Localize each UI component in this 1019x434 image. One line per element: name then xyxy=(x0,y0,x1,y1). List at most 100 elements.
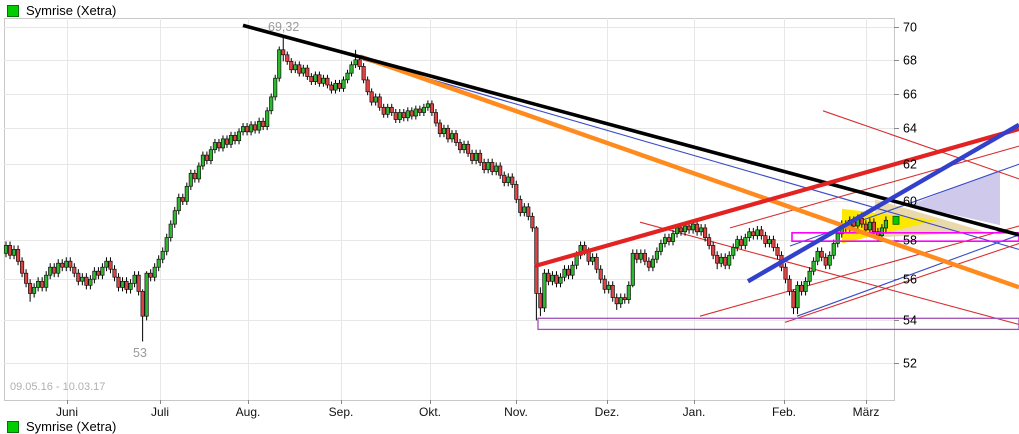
candle-down xyxy=(60,262,65,268)
candle-down xyxy=(357,59,362,67)
chart-title: Symrise (Xetra) xyxy=(26,3,117,18)
candle-up xyxy=(373,96,378,103)
candle-up xyxy=(767,239,772,244)
candle-down xyxy=(554,274,559,284)
candle-up xyxy=(650,258,655,268)
candle-down xyxy=(377,96,382,108)
candle-up xyxy=(449,133,455,140)
candle-up xyxy=(883,219,888,229)
candle-up xyxy=(341,79,346,89)
candle-down xyxy=(634,252,639,260)
y-axis-label: 66 xyxy=(903,88,917,102)
candle-up xyxy=(867,221,872,231)
candle-up xyxy=(120,280,125,288)
candle-down xyxy=(775,247,780,256)
candle-up xyxy=(522,206,527,213)
candle-down xyxy=(538,293,543,309)
candle-up xyxy=(506,176,511,183)
candle-up xyxy=(803,280,808,292)
candle-down xyxy=(289,61,294,71)
candle-up xyxy=(48,266,53,276)
chart-legend[interactable]: Symrise (Xetra) xyxy=(7,3,116,18)
price-chart-canvas[interactable]: 70 68 66 64 62 60 58 56 54 52 Juni Juli Aug. Sep. Okt.… xyxy=(0,0,1019,425)
y-axis-label: 54 xyxy=(903,314,917,328)
candle-up xyxy=(421,106,426,113)
candle-up xyxy=(64,260,69,268)
candle-up xyxy=(727,254,732,266)
candle-up xyxy=(815,250,820,262)
candle-up xyxy=(333,82,338,91)
candle-down xyxy=(16,249,21,262)
volume-pane-legend[interactable]: Symrise (Xetra) xyxy=(7,419,116,434)
thin-layer xyxy=(362,59,1019,326)
candle-up xyxy=(630,252,635,286)
candle-down xyxy=(417,108,422,113)
candle-up xyxy=(735,239,740,248)
candle-down xyxy=(437,122,442,134)
candle-down xyxy=(297,64,302,74)
candle-down xyxy=(453,133,459,143)
candle-down xyxy=(112,268,117,278)
candle-up xyxy=(172,210,177,225)
volume-series-swatch-icon xyxy=(7,420,19,433)
candle-up xyxy=(474,152,479,161)
series-swatch-icon xyxy=(7,4,19,17)
candle-up xyxy=(152,266,157,278)
candle-down xyxy=(389,106,394,113)
candle-down xyxy=(204,154,209,161)
candle-down xyxy=(317,74,322,84)
y-axis-label: 62 xyxy=(903,158,917,172)
candle-up xyxy=(662,237,668,244)
candle-up xyxy=(104,260,109,268)
candle-down xyxy=(518,199,523,213)
candle-up xyxy=(200,154,205,167)
candle-down xyxy=(337,82,342,89)
candle-down xyxy=(739,239,744,246)
candle-down xyxy=(695,223,700,233)
candle-down xyxy=(759,229,764,237)
candle-down xyxy=(466,143,471,154)
candle-up xyxy=(321,77,326,84)
high-price-label: 69,32 xyxy=(268,20,299,34)
candle-up xyxy=(570,264,575,276)
candle-down xyxy=(52,266,57,274)
date-range-label: 09.05.16 - 10.03.17 xyxy=(10,381,106,393)
candle-down xyxy=(622,297,627,301)
candle-down xyxy=(642,252,647,262)
candle-down xyxy=(365,79,370,93)
candle-up xyxy=(196,165,201,180)
candle-up xyxy=(301,67,306,74)
candle-down xyxy=(253,124,258,131)
candle-down xyxy=(325,77,330,86)
candle-down xyxy=(393,112,398,120)
y-axis-label: 56 xyxy=(903,273,917,287)
candle-up xyxy=(670,233,676,242)
candle-up xyxy=(128,282,133,290)
candle-down xyxy=(20,260,25,274)
candle-up xyxy=(590,256,595,262)
candle-down xyxy=(707,237,712,246)
channel-line-red-desc-2 xyxy=(822,110,1019,180)
candle-up xyxy=(755,229,760,237)
candle-down xyxy=(678,227,684,233)
candle-up xyxy=(618,297,623,305)
x-axis-label: Aug. xyxy=(236,405,261,419)
candle-up xyxy=(3,245,9,254)
candle-up xyxy=(831,243,836,256)
candle-up xyxy=(719,256,724,264)
candle-up xyxy=(249,124,254,133)
candle-down xyxy=(369,91,374,103)
x-axis-label: Okt. xyxy=(419,405,441,419)
x-axis-label: Feb. xyxy=(772,405,796,419)
y-axis-label: 58 xyxy=(903,234,917,248)
candle-up xyxy=(277,49,282,79)
candle-down xyxy=(787,278,792,292)
candle-up xyxy=(462,143,467,151)
candle-down xyxy=(546,272,551,282)
candle-down xyxy=(329,84,334,91)
plot-border xyxy=(4,18,895,401)
candle-down xyxy=(498,165,503,176)
candle-down xyxy=(502,174,507,183)
candle-up xyxy=(542,272,547,309)
candle-down xyxy=(68,260,73,268)
